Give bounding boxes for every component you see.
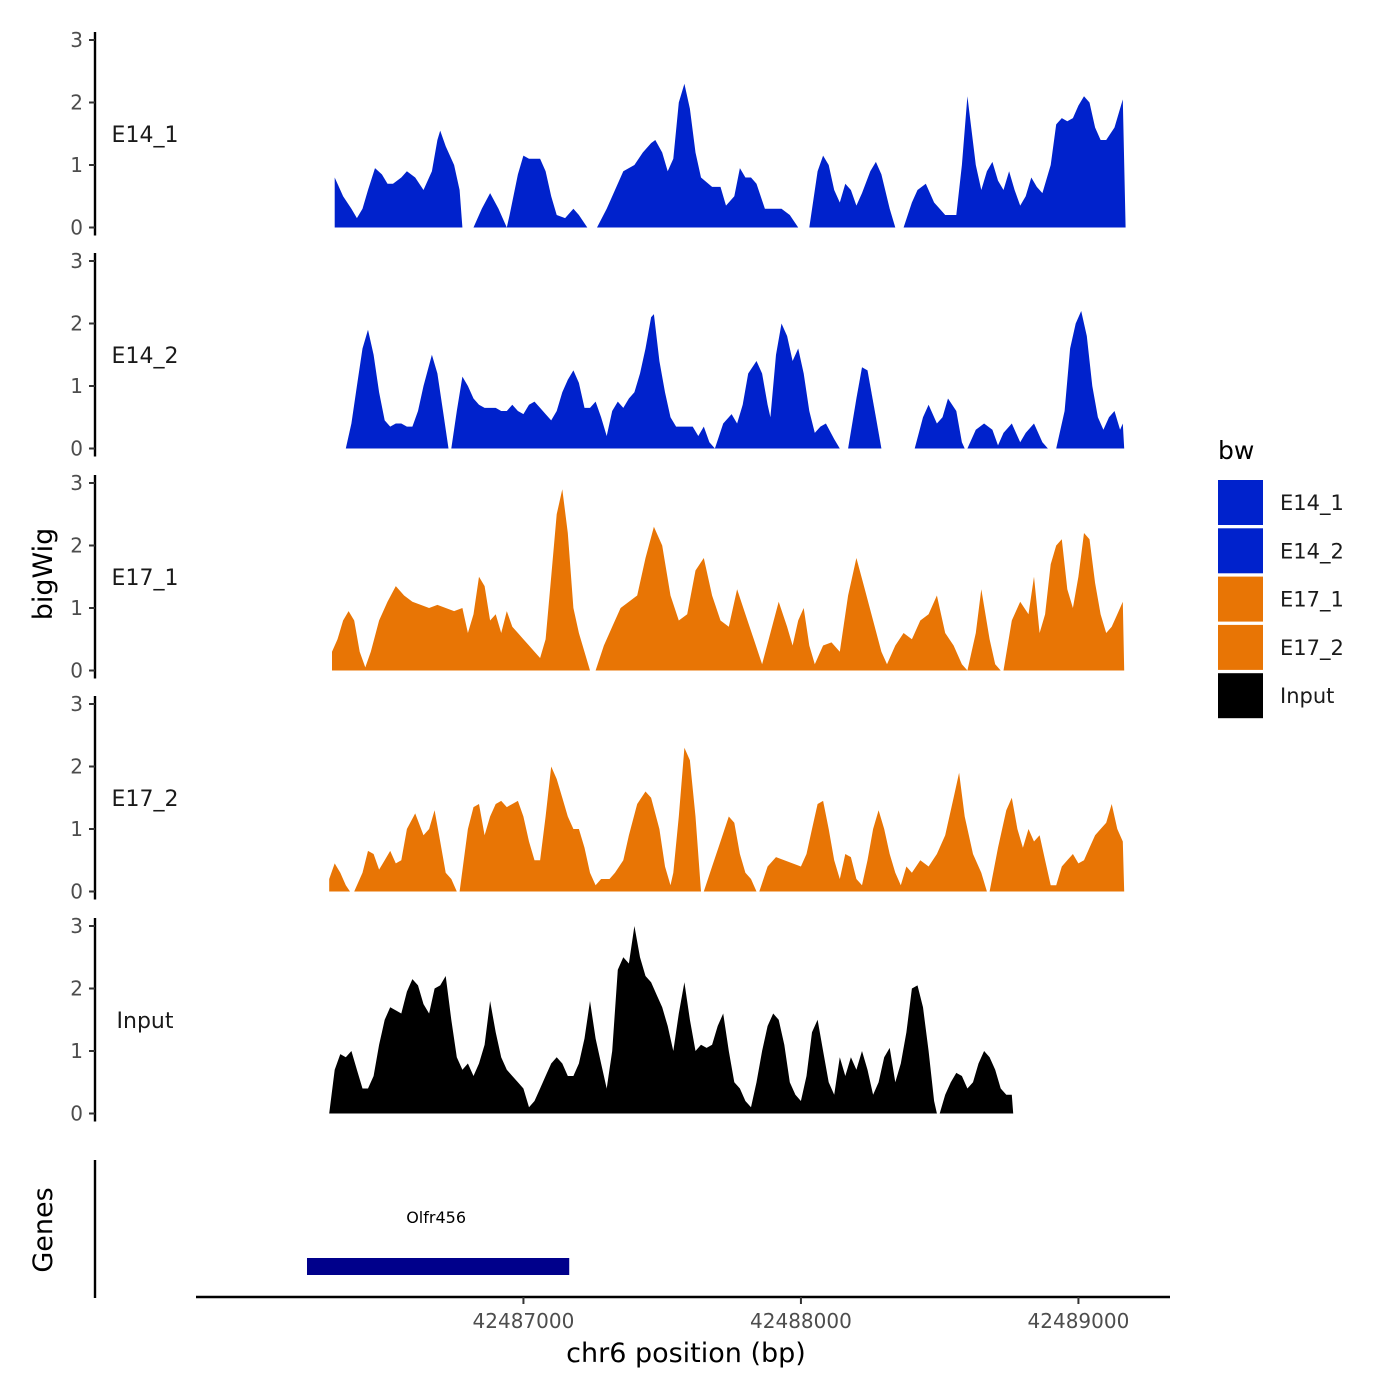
y-tick-label: 1: [70, 1039, 83, 1063]
track-label: E14_1: [112, 123, 179, 148]
x-axis: 42487000 42488000 42489000: [196, 1295, 1170, 1333]
track-e17-1: 0 1 2 3 E17_1: [70, 471, 1125, 683]
legend-key-e17-1: [1218, 576, 1263, 622]
signal-area: [1003, 533, 1125, 671]
y-tick-label: 2: [70, 534, 83, 558]
legend: E14_1 E14_2 E17_1 E17_2 Input: [1218, 480, 1344, 719]
signal-area: [809, 155, 896, 228]
signal-area: [714, 323, 840, 449]
legend-title: bw: [1218, 436, 1254, 465]
gene-body: [306, 1258, 570, 1275]
track-label: E14_2: [112, 344, 179, 369]
y-tick-label: 0: [70, 880, 83, 904]
genes-axis-title: Genes: [28, 1187, 59, 1272]
signal-area: [914, 398, 965, 449]
y-tick-label: 2: [70, 312, 83, 336]
y-tick-label: 0: [70, 1102, 83, 1126]
signal-area: [329, 863, 350, 892]
y-tick-label: 1: [70, 374, 83, 398]
y-tick-label: 1: [70, 817, 83, 841]
signal-area: [967, 589, 1001, 671]
y-tick-label: 0: [70, 659, 83, 683]
gene-track: Olfr456: [93, 1160, 570, 1298]
legend-label: E14_1: [1280, 491, 1344, 516]
y-axis-title: bigWig: [28, 528, 59, 621]
legend-label: E17_1: [1280, 588, 1344, 613]
signal-area: [848, 367, 882, 449]
track-label: E17_2: [112, 787, 179, 812]
y-tick-label: 3: [70, 692, 83, 716]
signal-area: [595, 526, 968, 671]
signal-area: [967, 423, 1048, 449]
signal-area: [451, 314, 715, 449]
y-tick-label: 2: [70, 977, 83, 1001]
signal-area: [597, 83, 799, 228]
track-e17-2: 0 1 2 3 E17_2: [70, 692, 1125, 904]
signal-area: [903, 96, 1126, 228]
legend-label: E14_2: [1280, 539, 1344, 564]
track-label: Input: [117, 1009, 174, 1034]
legend-key-e14-1: [1218, 480, 1263, 525]
x-tick-label: 42487000: [473, 1309, 575, 1333]
signal-area: [939, 1051, 1014, 1114]
gene-label: Olfr456: [406, 1208, 466, 1227]
signal-area: [354, 810, 457, 892]
legend-label: Input: [1280, 684, 1334, 708]
y-tick-label: 1: [70, 596, 83, 620]
signal-area: [332, 489, 590, 671]
y-tick-label: 3: [70, 471, 83, 495]
track-label: E17_1: [112, 566, 179, 591]
signal-area: [759, 772, 987, 892]
signal-area: [459, 747, 701, 892]
signal-area: [703, 816, 757, 892]
legend-key-e14-2: [1218, 528, 1263, 574]
y-tick-label: 2: [70, 91, 83, 115]
x-tick-label: 42488000: [750, 1309, 852, 1333]
signal-area: [473, 155, 588, 228]
signal-area: [989, 797, 1125, 892]
y-tick-label: 0: [70, 437, 83, 461]
y-tick-label: 2: [70, 755, 83, 779]
track-e14-2: 0 1 2 3 E14_2: [70, 249, 1125, 461]
y-tick-label: 3: [70, 249, 83, 273]
signal-tracks: 0 1 2 3 E14_1 0 1 2 3 E14_2 0 1 2 3 E17_1 0 1 2 3 E17_2 0 1 2 3…: [70, 28, 1126, 1126]
y-tick-label: 1: [70, 153, 83, 177]
track-input: 0 1 2 3 Input: [70, 914, 1014, 1126]
signal-area: [345, 329, 449, 449]
x-tick-label: 42489000: [1028, 1309, 1130, 1333]
signal-area: [334, 130, 463, 228]
y-tick-label: 0: [70, 216, 83, 240]
legend-key-input: [1218, 673, 1263, 719]
y-tick-label: 3: [70, 914, 83, 938]
legend-label: E17_2: [1280, 636, 1344, 661]
signal-area: [1056, 311, 1125, 449]
y-tick-label: 3: [70, 28, 83, 52]
legend-key-e17-2: [1218, 624, 1263, 670]
track-e14-1: 0 1 2 3 E14_1: [70, 28, 1126, 240]
signal-area: [329, 926, 937, 1114]
x-axis-title: chr6 position (bp): [566, 1338, 806, 1369]
